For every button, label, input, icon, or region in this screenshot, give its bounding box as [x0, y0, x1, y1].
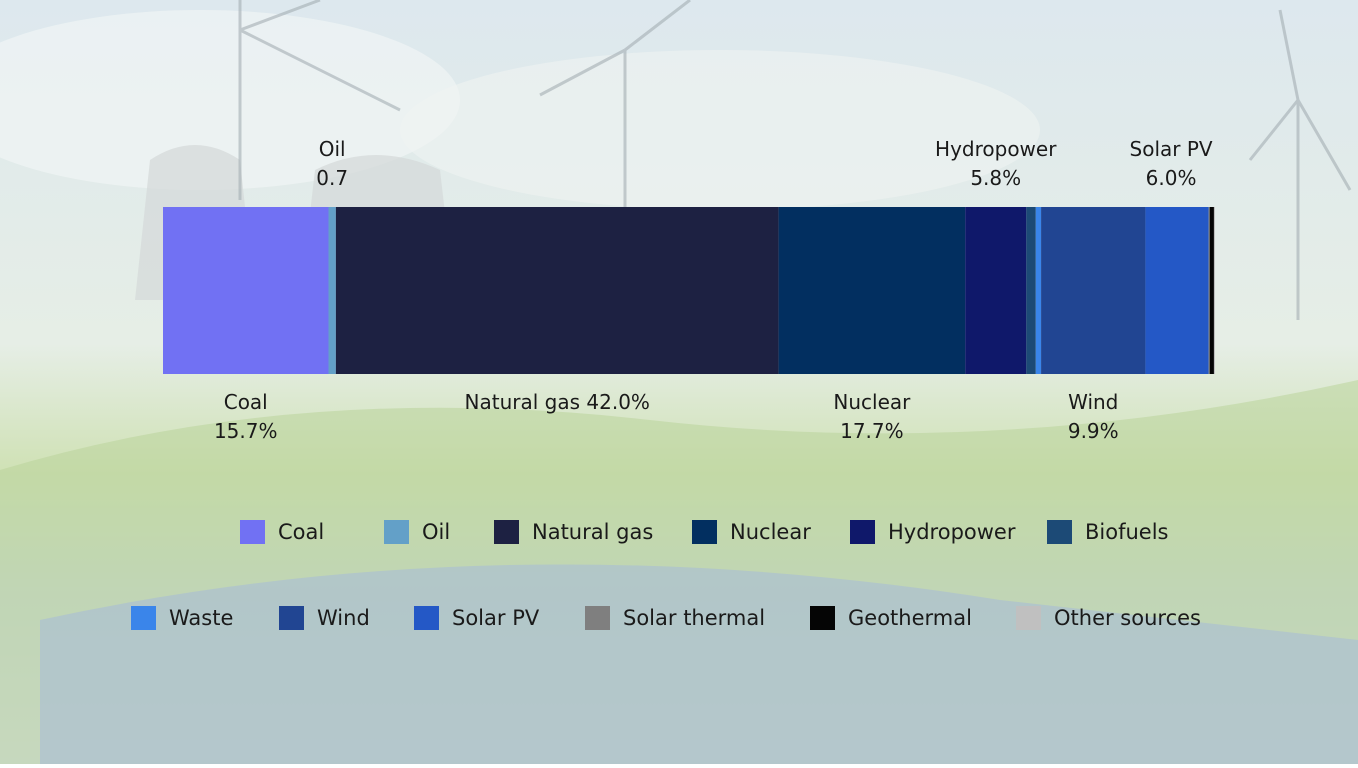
legend-label: Hydropower [888, 520, 1016, 544]
bar-segment-nuclear [778, 207, 966, 374]
bar-segment-natural-gas [335, 207, 779, 374]
data-label-coal: Coal 15.7% [214, 388, 278, 446]
legend-swatch [240, 520, 265, 544]
bar-segment-hydropower [965, 207, 1027, 374]
legend-swatch [692, 520, 717, 544]
data-label-line: 0.7 [316, 166, 349, 190]
legend-item-solar-thermal: Solar thermal [585, 606, 765, 630]
legend-swatch [414, 606, 439, 630]
legend-item-geothermal: Geothermal [810, 606, 972, 630]
legend-label: Solar PV [452, 606, 540, 630]
legend-item-hydropower: Hydropower [850, 520, 1015, 544]
data-label-line: 5.8% [970, 166, 1022, 190]
data-label-line: Hydropower [935, 137, 1057, 161]
bar-segment-oil [328, 207, 336, 374]
bar-segment-geothermal [1209, 207, 1214, 374]
legend-item-wind: Wind [279, 606, 370, 630]
legend-label: Natural gas [532, 520, 654, 544]
legend-swatch [384, 520, 409, 544]
bar-segment-waste [1035, 207, 1042, 374]
legend-label: Oil [422, 520, 451, 544]
bar-segment-other-sources [1213, 207, 1215, 374]
data-label-line: Solar PV [1129, 137, 1213, 161]
legend-item-other-sources: Other sources [1016, 606, 1201, 630]
data-label-natural-gas: Natural gas 42.0% [465, 388, 650, 417]
legend-item-solar-pv: Solar PV [414, 606, 539, 630]
legend-label: Biofuels [1085, 520, 1169, 544]
legend-label: Geothermal [848, 606, 972, 630]
bar-segment-biofuels [1026, 207, 1036, 374]
legend-item-biofuels: Biofuels [1047, 520, 1169, 544]
data-label-line: 17.7% [840, 419, 904, 443]
data-label-nuclear: Nuclear 17.7% [833, 388, 910, 446]
legend-label: Coal [278, 520, 325, 544]
legend-swatch [494, 520, 519, 544]
data-label-line: Wind [1068, 390, 1119, 414]
legend-swatch [1016, 606, 1041, 630]
legend-label: Waste [169, 606, 234, 630]
legend-label: Wind [317, 606, 370, 630]
data-label-line: 9.9% [1067, 419, 1119, 443]
legend-item-natural-gas: Natural gas [494, 520, 653, 544]
bar-segment-coal [163, 207, 329, 374]
legend-item-waste: Waste [131, 606, 233, 630]
legend-swatch [1047, 520, 1072, 544]
legend-label: Solar thermal [623, 606, 766, 630]
legend-label: Other sources [1054, 606, 1201, 630]
data-label-oil: Oil 0.7 [316, 135, 348, 193]
bar-segments [163, 207, 1215, 374]
legend-swatch [850, 520, 875, 544]
legend-item-oil: Oil [384, 520, 450, 544]
bar-segment-solar-pv [1145, 207, 1209, 374]
legend-swatch [279, 606, 304, 630]
data-label-line: Coal [223, 390, 268, 414]
data-label-line: Oil [318, 137, 346, 161]
data-label-line: Nuclear [833, 390, 911, 414]
legend-swatch [585, 606, 610, 630]
legend-item-nuclear: Nuclear [692, 520, 811, 544]
data-label-hydropower: Hydropower 5.8% [935, 135, 1056, 193]
data-label-solar-pv: Solar PV 6.0% [1130, 135, 1213, 193]
data-label-line: 15.7% [213, 419, 278, 443]
legend-swatch [810, 606, 835, 630]
data-label-line: Natural gas 42.0% [464, 390, 650, 414]
bar-segment-wind [1041, 207, 1146, 374]
legend-item-coal: Coal [240, 520, 324, 544]
data-label-line: 6.0% [1145, 166, 1197, 190]
data-label-wind: Wind 9.9% [1068, 388, 1119, 446]
legend-swatch [131, 606, 156, 630]
legend-label: Nuclear [730, 520, 811, 544]
bar-segment-solar-thermal [1208, 207, 1210, 374]
